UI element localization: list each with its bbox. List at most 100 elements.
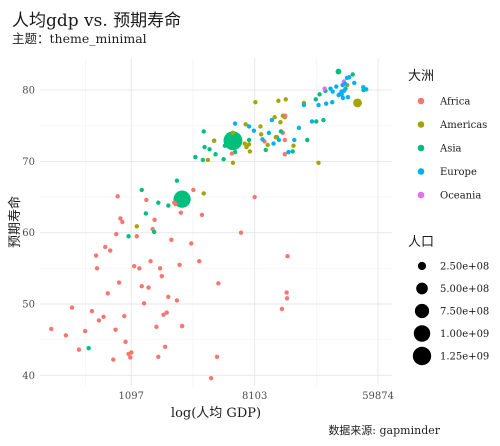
data-point-africa <box>144 197 149 203</box>
data-point-asia <box>174 178 180 183</box>
size-legend-label: 7.50e+08 <box>440 307 489 318</box>
data-point-africa <box>93 253 99 258</box>
data-point-americas <box>258 132 264 137</box>
data-point-africa <box>284 296 290 301</box>
size-legend-circle <box>414 303 430 319</box>
legend-swatch-asia <box>417 144 425 152</box>
data-point-africa <box>208 375 214 381</box>
data-point-americas <box>276 98 281 103</box>
data-point-africa <box>120 219 125 225</box>
data-point-asia <box>221 157 226 162</box>
legend-label-europe: Europe <box>440 167 477 178</box>
data-point-europe <box>269 117 275 123</box>
legend-label-africa: Africa <box>439 97 470 108</box>
data-point-asia <box>350 72 355 77</box>
data-point-africa <box>197 259 202 264</box>
data-point-europe <box>344 75 350 81</box>
data-point-africa <box>279 306 285 312</box>
data-point-africa <box>216 281 221 286</box>
data-point-africa <box>134 234 140 239</box>
data-point-africa <box>283 113 288 118</box>
data-point-americas <box>278 119 283 125</box>
size-legend-label: 1.00e+09 <box>440 329 489 340</box>
data-point-oceania <box>322 86 327 91</box>
size-legend-circle <box>412 346 432 366</box>
size-legend-circle <box>417 261 427 271</box>
data-point-africa <box>115 194 120 199</box>
data-point-africa <box>128 355 133 360</box>
size-legend-label: 1.25e+09 <box>440 352 489 363</box>
data-point-europe <box>232 121 238 126</box>
data-point-americas <box>253 100 258 105</box>
legend-label-oceania: Oceania <box>440 191 481 202</box>
data-point-asia <box>201 129 206 134</box>
data-point-africa <box>238 230 244 235</box>
data-point-africa <box>282 152 287 157</box>
data-point-asia <box>313 97 318 102</box>
data-point-europe <box>340 95 346 101</box>
data-point-europe <box>301 102 307 108</box>
data-point-europe <box>334 84 339 89</box>
chart-caption: 数据来源: gapminder <box>328 424 440 437</box>
data-point-africa <box>76 347 82 352</box>
data-point-europe <box>292 137 297 143</box>
data-point-americas <box>316 160 321 166</box>
x-axis-title: log(人均 GDP) <box>171 406 261 421</box>
data-point-americas <box>247 149 253 154</box>
data-point-asia <box>143 211 149 216</box>
data-point-africa <box>285 254 290 259</box>
data-point-asia <box>222 143 228 148</box>
data-point-africa <box>214 354 220 359</box>
data-point-africa <box>166 294 171 300</box>
data-point-africa <box>103 244 108 250</box>
data-point-africa <box>63 333 69 338</box>
data-point-africa <box>191 187 196 193</box>
data-point-americas <box>243 122 248 127</box>
y-tick-label: 50 <box>22 300 35 311</box>
scatter-points <box>49 68 369 381</box>
chart-title: 人均gdp vs. 预期寿命 <box>12 11 182 31</box>
data-point-africa <box>131 264 137 269</box>
data-point-asia <box>290 149 295 154</box>
data-point-africa <box>179 323 185 329</box>
data-point-africa <box>174 298 180 303</box>
data-point-asia <box>246 137 252 143</box>
legend-swatch-europe <box>417 168 425 175</box>
data-point-africa <box>105 291 110 296</box>
data-point-asia <box>207 147 212 152</box>
data-point-americas <box>283 97 288 102</box>
x-tick-label: 8103 <box>242 391 267 402</box>
y-tick-label: 40 <box>22 371 35 382</box>
data-point-africa <box>108 248 113 253</box>
data-point-africa <box>89 308 95 314</box>
data-point-africa <box>199 212 205 218</box>
data-point-asia <box>86 346 91 351</box>
data-point-americas <box>273 134 278 140</box>
data-point-europe <box>345 95 351 100</box>
data-point-asia <box>335 68 342 75</box>
y-tick-label: 80 <box>22 86 35 97</box>
axes: 40 50 60 70 80 1097 8103 59874 log(人均 GDP) 预期寿命 <box>7 86 394 421</box>
data-point-africa <box>189 241 194 246</box>
data-point-americas <box>246 142 252 147</box>
data-point-asia <box>139 187 144 193</box>
data-point-asia <box>213 152 218 157</box>
data-point-americas <box>134 224 140 229</box>
data-point-asia <box>223 131 243 151</box>
data-point-africa <box>123 339 128 344</box>
data-point-europe <box>271 141 276 146</box>
grid <box>40 58 392 386</box>
data-point-africa <box>162 344 168 349</box>
data-point-europe <box>286 149 291 155</box>
data-point-americas <box>272 114 277 120</box>
data-point-africa <box>129 350 134 355</box>
data-point-africa <box>137 266 142 271</box>
y-axis-title: 预期寿命 <box>7 196 23 248</box>
x-tick-label: 59874 <box>362 391 394 402</box>
data-point-africa <box>172 200 177 205</box>
data-point-africa <box>229 151 235 156</box>
data-point-africa <box>82 328 88 334</box>
data-point-europe <box>309 119 315 124</box>
size-legend-circle <box>413 325 431 342</box>
